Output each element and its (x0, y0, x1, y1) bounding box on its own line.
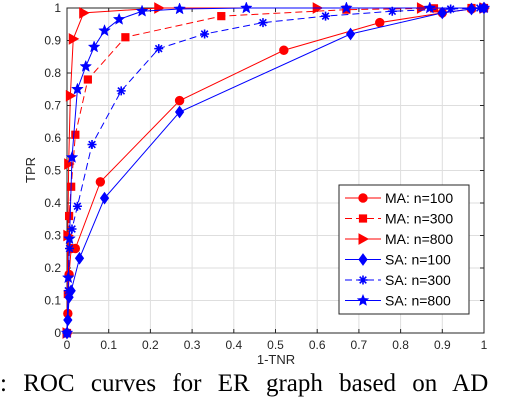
data-point (87, 140, 97, 149)
data-point (112, 12, 126, 25)
figure-caption: : ROC curves for ER graph based on AD (0, 370, 489, 397)
legend-marker (358, 193, 368, 203)
legend-label: SA: n=800 (385, 293, 451, 309)
legend-entry: SA: n=100 (345, 252, 451, 268)
legend-entry: MA: n=300 (345, 211, 453, 227)
y-tick-label: 0.8 (44, 66, 61, 80)
legend-marker (356, 293, 370, 306)
data-point (87, 40, 101, 53)
x-tick-label: 0.5 (267, 338, 284, 352)
x-tick-label: 0.4 (225, 338, 242, 352)
x-tick-label: 0.9 (434, 338, 451, 352)
data-point (95, 177, 106, 187)
series-5 (60, 1, 491, 339)
data-point (135, 4, 149, 17)
data-point (217, 12, 226, 21)
legend-label: MA: n=100 (385, 190, 453, 206)
x-tick-label: 0.7 (351, 338, 368, 352)
data-point (65, 89, 77, 102)
data-point (98, 24, 111, 37)
data-point (83, 75, 92, 84)
legend-label: MA: n=800 (385, 231, 453, 247)
data-point (154, 44, 164, 54)
y-tick-label: 0 (54, 326, 61, 340)
data-point (74, 251, 85, 265)
legend: MA: n=100 MA: n=300 MA: n=800 SA: n=100 SA: … (338, 184, 470, 315)
data-point (71, 130, 80, 139)
legend-box (338, 184, 470, 315)
data-point (79, 7, 90, 19)
data-point (466, 2, 477, 16)
data-point (60, 326, 74, 339)
legend-label: SA: n=300 (385, 272, 451, 288)
y-axis-label: TPR (23, 157, 38, 183)
data-point (423, 1, 437, 14)
series-lines (60, 1, 491, 340)
data-point (173, 2, 186, 15)
data-point (174, 105, 185, 119)
data-point (446, 4, 456, 14)
legend-entry: SA: n=800 (345, 293, 451, 309)
y-tick-label: 0.1 (44, 294, 61, 308)
data-point (121, 33, 130, 42)
x-tick-label: 0 (64, 338, 71, 352)
data-point (65, 150, 79, 163)
x-tick-label: 0.3 (184, 338, 201, 352)
data-point (154, 2, 165, 14)
legend-marker (358, 214, 368, 223)
data-point (63, 232, 76, 245)
data-point (64, 211, 74, 221)
roc-chart: 0 0.1 0.2 0.3 0.4 0.5 0.6 0.7 0.8 0.9 1 0 0.1 0.2 0.3 0… (23, 1, 491, 367)
data-point (99, 191, 110, 205)
data-point (68, 33, 80, 45)
y-tick-label: 0.5 (44, 164, 61, 178)
data-point (79, 59, 93, 72)
legend-entry: SA: n=300 (345, 272, 451, 288)
data-point (116, 86, 126, 96)
data-point (72, 201, 82, 211)
x-tick-label: 1 (481, 338, 488, 352)
y-tick-label: 0.6 (44, 131, 61, 145)
data-point (258, 18, 268, 28)
legend-entry: MA: n=100 (345, 190, 453, 206)
y-tick-label: 0.9 (44, 34, 61, 48)
x-tick-label: 0.6 (309, 338, 326, 352)
data-point (279, 45, 289, 55)
tick-labels: 0 0.1 0.2 0.3 0.4 0.5 0.6 0.7 0.8 0.9 1 0 0.1 0.2 0.3 0… (44, 1, 487, 352)
y-tick-label: 0.7 (44, 99, 61, 113)
y-tick-label: 1 (54, 1, 61, 15)
data-point (67, 224, 77, 234)
data-point (477, 1, 491, 14)
legend-label: MA: n=300 (385, 211, 453, 227)
data-point (345, 27, 356, 41)
legend-marker (358, 275, 368, 285)
data-point (61, 271, 75, 284)
data-point (239, 1, 253, 14)
legend-entry: MA: n=800 (345, 231, 453, 247)
x-tick-label: 0.8 (392, 338, 409, 352)
data-point (437, 6, 447, 20)
data-point (340, 1, 353, 14)
y-tick-label: 0.4 (44, 196, 61, 210)
legend-label: SA: n=100 (385, 252, 451, 268)
x-tick-label: 0.1 (100, 338, 117, 352)
data-point (71, 82, 84, 95)
x-axis-label: 1-TNR (257, 352, 295, 367)
data-point (200, 29, 210, 39)
data-point (321, 11, 331, 21)
data-point (174, 95, 185, 106)
legend-marker (358, 253, 368, 266)
legend-marker (358, 233, 370, 245)
data-point (375, 17, 385, 28)
y-tick-label: 0.2 (44, 261, 61, 275)
y-tick-label: 0.3 (44, 229, 61, 243)
data-point (387, 6, 397, 16)
x-tick-label: 0.2 (142, 338, 159, 352)
